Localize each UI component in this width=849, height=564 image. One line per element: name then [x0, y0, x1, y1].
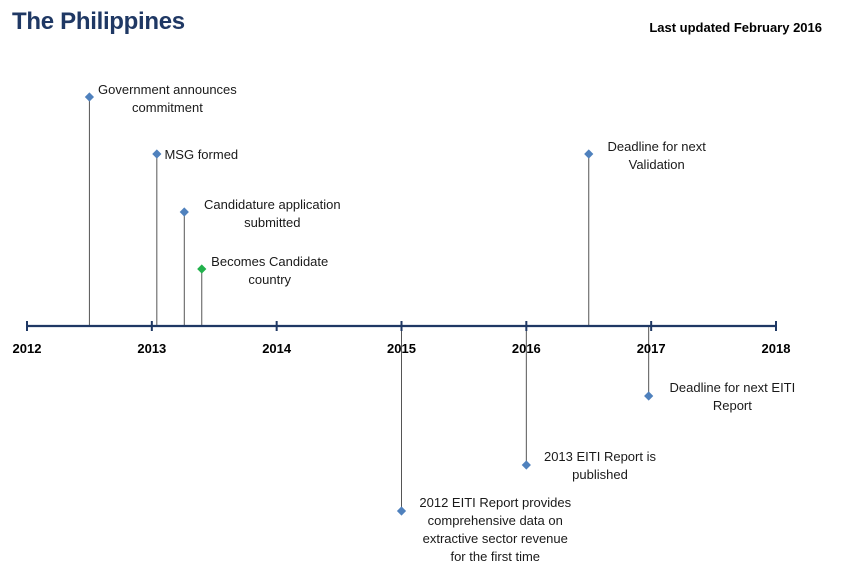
event-label-line: submitted [244, 215, 300, 230]
event-marker-candidature-application-submitted [179, 207, 189, 217]
event-label-line: Report [713, 398, 752, 413]
event-label-2012-eiti-report: 2012 EITI Report provides comprehensive d… [419, 495, 571, 564]
event-label-line: Deadline for next EITI [670, 380, 796, 395]
event-marker-becomes-candidate-country [197, 264, 207, 274]
stems-layer [88, 97, 650, 511]
event-label-line: for the first time [450, 549, 540, 564]
last-updated-label: Last updated February 2016 [649, 20, 822, 35]
event-marker-deadline-next-validation [584, 149, 594, 159]
year-label-2014: 2014 [262, 341, 292, 356]
year-label-2013: 2013 [137, 341, 166, 356]
event-label-line: Becomes Candidate [211, 254, 328, 269]
event-label-line: published [572, 467, 628, 482]
year-label-2017: 2017 [637, 341, 666, 356]
event-label-2013-eiti-report: 2013 EITI Report is published [544, 449, 656, 482]
event-marker-2013-eiti-report [521, 460, 531, 470]
event-label-deadline-next-eiti-report: Deadline for next EITI Report [670, 380, 796, 413]
event-marker-government-announces-commitment [84, 92, 95, 102]
event-label-line: country [248, 272, 291, 287]
event-marker-2012-eiti-report [396, 506, 407, 516]
event-label-line: Validation [629, 157, 685, 172]
year-label-2012: 2012 [13, 341, 42, 356]
event-label-line: extractive sector revenue [423, 531, 568, 546]
axis-layer: 2012 2013 2014 2015 2016 2017 2018 [13, 321, 791, 356]
event-marker-deadline-next-eiti-report [644, 391, 654, 401]
year-label-2018: 2018 [762, 341, 791, 356]
event-label-government-announces-commitment: Government announces commitment [98, 82, 237, 115]
labels-layer: Government announces commitment MSG formed… [98, 82, 795, 564]
event-label-line: Candidature application [204, 197, 341, 212]
page-title: The Philippines [12, 8, 185, 35]
event-label-line: 2013 EITI Report is [544, 449, 656, 464]
event-marker-msg-formed [152, 149, 162, 159]
event-label-line: Government announces [98, 82, 237, 97]
event-label-line: comprehensive data on [428, 513, 563, 528]
event-label-line: commitment [132, 100, 203, 115]
event-label-line: MSG formed [164, 147, 238, 162]
event-label-candidature-application-submitted: Candidature application submitted [204, 197, 341, 230]
event-label-line: 2012 EITI Report provides [419, 495, 571, 510]
markers-layer [84, 92, 654, 516]
event-label-becomes-candidate-country: Becomes Candidate country [211, 254, 328, 287]
event-label-line: Deadline for next [608, 139, 707, 154]
event-label-deadline-next-validation: Deadline for next Validation [608, 139, 707, 172]
event-label-msg-formed: MSG formed [164, 147, 238, 162]
year-label-2015: 2015 [387, 341, 416, 356]
year-label-2016: 2016 [512, 341, 541, 356]
